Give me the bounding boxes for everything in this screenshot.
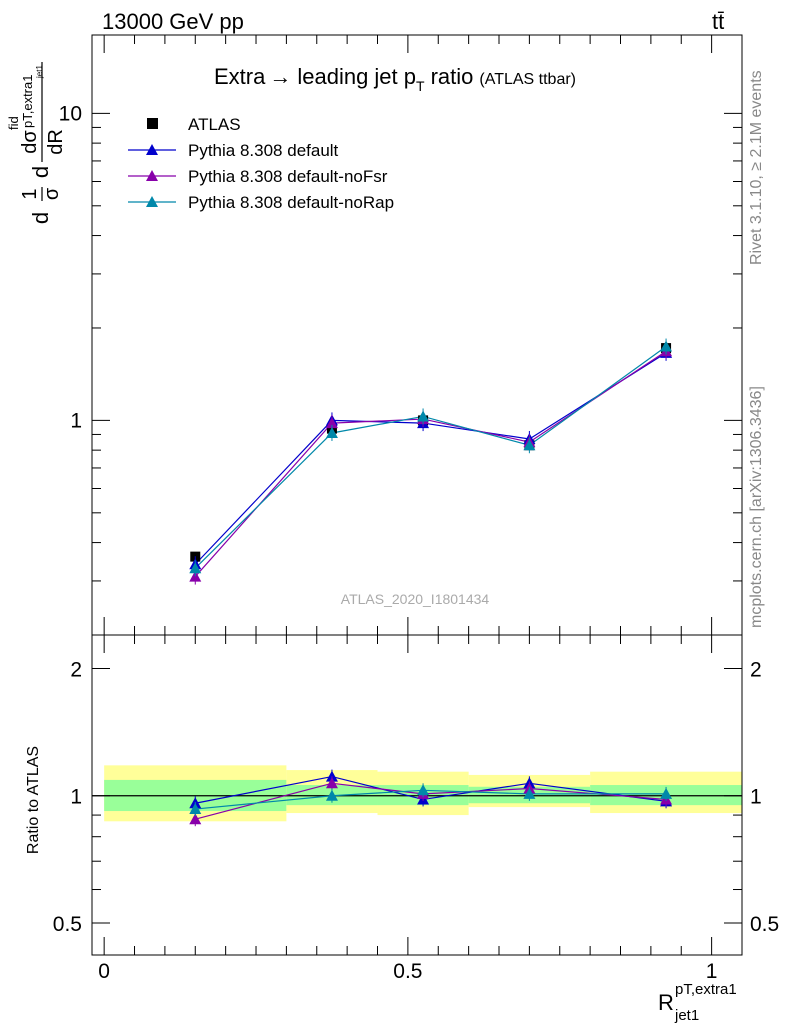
ratio-y-tick-label: 0.5	[53, 913, 82, 936]
svg-text:jet1: jet1	[674, 1007, 699, 1024]
point-noRap	[189, 562, 202, 574]
mcplots-credit-label: mcplots.cern.ch [arXiv:1306.3436]	[748, 386, 765, 628]
series-line-noFsr	[194, 350, 667, 577]
svg-text:1: 1	[19, 188, 41, 199]
series-line-noRap	[194, 346, 667, 569]
svg-text:σ: σ	[41, 187, 63, 200]
ratio-y-tick-label: 1	[70, 786, 82, 809]
point-noRap	[325, 426, 338, 438]
main-y-axis-label: 1 σ d d dσ fid pT,extra1 dR jet1	[6, 62, 67, 224]
point-noRap	[417, 410, 430, 422]
legend-marker-nofsr	[146, 170, 158, 181]
ratio-y-tick-labels: 0.5 0.5 1 1 2 2	[53, 658, 779, 936]
svg-text:dR: dR	[45, 129, 67, 155]
legend-label-nofsr: Pythia 8.308 default-noFsr	[188, 167, 388, 186]
legend-marker-norap	[146, 196, 158, 207]
legend-label-atlas: ATLAS	[188, 115, 241, 134]
legend-marker-atlas	[147, 118, 158, 129]
svg-text:jet1: jet1	[35, 65, 44, 79]
ratio-y-tick-label-right: 1	[750, 786, 762, 809]
ratio-plot-frame	[91, 634, 743, 956]
point-noRap	[660, 340, 673, 352]
point-noFsr	[325, 417, 338, 429]
ratio-point-noRap	[325, 789, 338, 801]
ratio-y-tick-label: 2	[70, 658, 82, 681]
ratio-axis-ticks	[92, 635, 742, 955]
main-axis-ticks	[92, 35, 742, 636]
ratio-point-noRap	[523, 787, 536, 799]
ratio-point-noFsr	[325, 777, 338, 789]
rivet-version-label: Rivet 3.1.10, ≥ 2.1M events	[748, 70, 765, 265]
x-axis-label: R pT,extra1 jet1	[658, 981, 737, 1024]
svg-text:pT,extra1: pT,extra1	[20, 75, 35, 128]
analysis-watermark: ATLAS_2020_I1801434	[341, 591, 490, 607]
main-plot-data	[189, 338, 673, 585]
ratio-point-default	[325, 770, 338, 782]
svg-text:R: R	[658, 990, 674, 1015]
ratio-point-noRap	[417, 784, 430, 796]
legend-label-norap: Pythia 8.308 default-noRap	[188, 193, 394, 212]
ratio-y-axis-label: Ratio to ATLAS	[25, 746, 42, 854]
chart-title: Extra → leading jet pT ratio (ATLAS ttbar)	[214, 64, 576, 94]
ratio-plot-data	[189, 769, 673, 827]
ratio-y-tick-label-right: 2	[750, 658, 762, 681]
legend-marker-default	[146, 144, 158, 155]
series-line-default	[194, 352, 667, 565]
legend: ATLAS Pythia 8.308 default Pythia 8.308 …	[128, 115, 394, 212]
header-energy: 13000 GeV pp	[102, 9, 244, 34]
svg-text:d: d	[28, 166, 53, 178]
ratio-x-tick-labels: 0 0.5 1	[98, 960, 717, 983]
legend-label-default: Pythia 8.308 default	[188, 141, 339, 160]
ratio-point-noFsr	[189, 813, 202, 825]
ratio-x-tick-label: 0	[98, 960, 110, 983]
svg-text:d: d	[28, 212, 53, 224]
main-y-tick-label: 10	[59, 102, 82, 125]
ratio-point-noRap	[660, 787, 673, 799]
main-y-tick-label: 1	[70, 409, 82, 432]
svg-text:fid: fid	[6, 116, 21, 130]
ratio-point-noRap	[189, 803, 202, 815]
ratio-y-tick-label-right: 0.5	[750, 913, 779, 936]
main-y-tick-labels: 1 10	[59, 102, 82, 432]
ratio-x-tick-label: 0.5	[393, 960, 422, 983]
svg-text:dσ: dσ	[19, 130, 41, 154]
header-process: tt̄	[712, 9, 724, 34]
svg-text:pT,extra1: pT,extra1	[675, 981, 737, 998]
ratio-x-tick-label: 1	[706, 960, 718, 983]
point-noRap	[523, 439, 536, 451]
